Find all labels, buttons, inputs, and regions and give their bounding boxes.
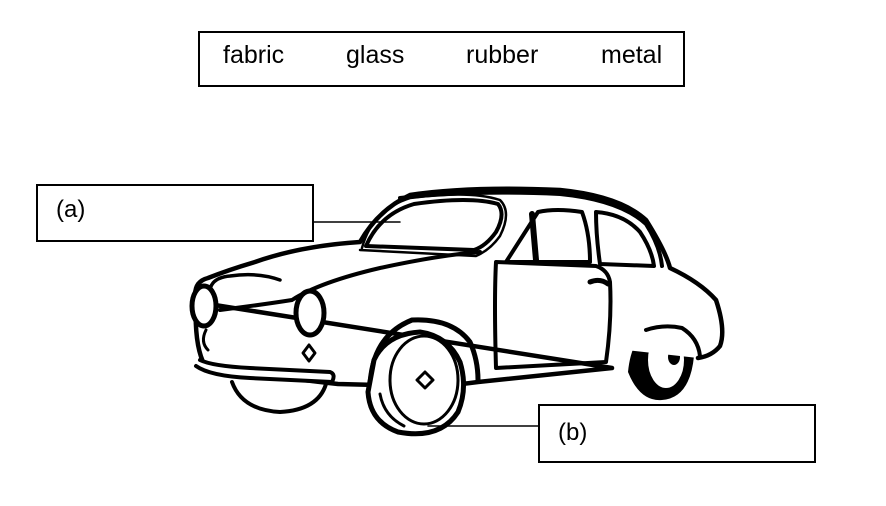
label-box-b[interactable]: (b)	[538, 404, 816, 463]
door	[493, 260, 613, 370]
hood-line	[218, 250, 482, 312]
side-curve	[201, 328, 210, 352]
label-box-a[interactable]: (a)	[36, 184, 314, 242]
word-metal: metal	[601, 41, 663, 69]
word-fabric: fabric	[223, 41, 285, 69]
indicator-light	[301, 343, 317, 363]
label-a-text: (a)	[56, 196, 86, 223]
word-bank: fabric glass rubber metal	[198, 31, 685, 87]
window-pillar	[529, 211, 539, 263]
headlight-left	[189, 283, 219, 329]
front-wheel-hub	[415, 370, 435, 390]
door-handle	[587, 277, 611, 287]
windshield	[364, 198, 504, 252]
label-b-text: (b)	[558, 419, 588, 446]
tyre-tread	[378, 392, 406, 428]
bumper	[194, 358, 336, 384]
windshield-frame	[358, 193, 508, 258]
headlight-right	[293, 288, 327, 338]
left-wheel	[230, 380, 328, 414]
roof-line	[398, 190, 664, 268]
rear-fender	[644, 324, 702, 358]
word-glass: glass	[346, 41, 405, 69]
front-window	[504, 208, 592, 264]
rear-window	[594, 210, 656, 268]
front-wheel-rim	[388, 334, 460, 426]
word-rubber: rubber	[466, 41, 539, 69]
